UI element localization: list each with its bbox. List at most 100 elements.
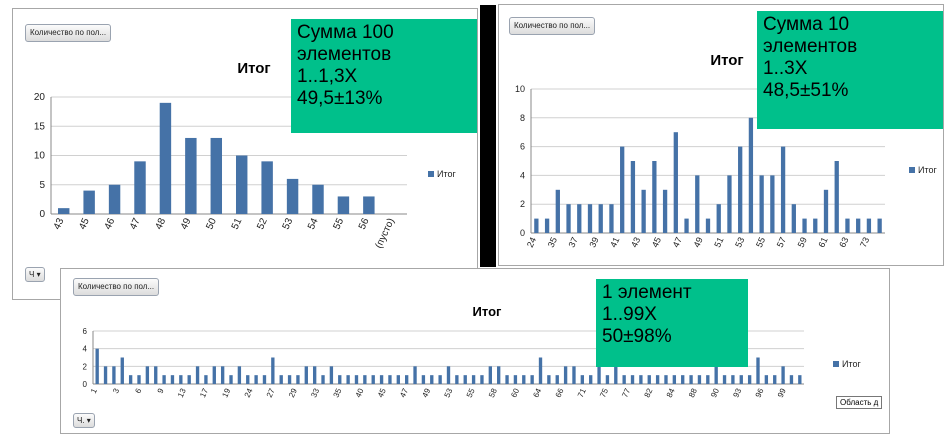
bar: [798, 375, 802, 384]
bar: [727, 175, 732, 233]
bar: [681, 375, 685, 384]
bar: [262, 375, 267, 384]
annotation-line: Сумма 100: [297, 22, 394, 43]
filter-button-1[interactable]: Ч ▾: [25, 267, 45, 282]
bar: [662, 189, 668, 233]
annotation-line: 1 элемент: [602, 282, 692, 303]
y-tick-label: 8: [520, 113, 525, 123]
bar: [534, 218, 539, 233]
x-tick-label: 50: [204, 216, 219, 231]
bar: [739, 375, 743, 384]
y-tick-label: 2: [83, 362, 88, 371]
bar: [756, 357, 760, 384]
chart-panel-3[interactable]: Количество по пол... 0 2 4 6 1 3 6 9 13 17 19 24 27 2…: [60, 268, 890, 434]
divider-vertical: [480, 5, 496, 267]
bar: [505, 375, 509, 384]
bar: [108, 184, 121, 214]
annotation-line: 1..1,3X: [297, 66, 358, 87]
x-tick-label: 6: [133, 387, 143, 395]
filter-button-3-label: Ч.: [77, 416, 85, 425]
x-tick-label: 66: [554, 387, 566, 399]
annotation-line: 50±98%: [602, 326, 672, 347]
y-tick-label: 6: [520, 142, 525, 152]
field-button-1[interactable]: Количество по пол...: [25, 24, 112, 42]
bar: [587, 204, 593, 233]
x-tick-label: (пусто): [374, 217, 397, 251]
bar: [438, 375, 442, 384]
field-button-3[interactable]: Количество по пол...: [73, 278, 160, 296]
chart-title: Итог: [237, 60, 270, 77]
bar: [759, 175, 764, 233]
bar: [706, 375, 710, 384]
x-tick-label: 60: [509, 387, 521, 399]
bar: [446, 366, 451, 384]
bar: [544, 218, 550, 233]
bar: [823, 189, 829, 233]
bar: [388, 375, 392, 384]
x-tick-label: 24: [525, 236, 538, 249]
bar: [630, 161, 636, 233]
x-tick-label: 93: [731, 387, 743, 399]
bar: [179, 375, 183, 384]
bar: [246, 375, 250, 384]
bar: [134, 161, 146, 214]
bar: [641, 189, 646, 233]
legend-label: Итог: [918, 165, 937, 175]
annotation-box-1: Сумма 100 элементов 1..1,3X 49,5±13%: [291, 19, 477, 133]
chevron-down-icon: ▾: [86, 416, 91, 425]
x-tick-label: 53: [281, 216, 296, 231]
x-tick-label: 1: [89, 387, 99, 395]
x-tick-label: 63: [837, 236, 850, 249]
bar: [845, 218, 850, 233]
legend-label: Итог: [437, 169, 456, 179]
legend-label: Итог: [842, 359, 861, 369]
chart-title: Итог: [473, 304, 502, 319]
bar: [589, 375, 593, 384]
bar: [555, 189, 560, 233]
bar: [684, 218, 689, 233]
bar: [421, 375, 426, 384]
y-tick-label: 0: [520, 228, 525, 238]
x-tick-label: 40: [354, 387, 366, 399]
annotation-box-2: Сумма 10 элементов 1..3X 48,5±51%: [757, 11, 943, 129]
bar: [695, 175, 700, 233]
annotation-line: 1..3X: [763, 58, 808, 79]
bar: [229, 375, 233, 384]
bar: [513, 375, 518, 384]
filter-button-3[interactable]: Ч. ▾: [73, 413, 95, 428]
x-tick-label: 3: [111, 387, 121, 395]
x-tick-label: 39: [587, 236, 600, 249]
x-tick-label: 41: [608, 236, 621, 249]
chart-panel-2[interactable]: Количество по пол... 0 2 4 6 8 10 24 35 37 39 41 43…: [498, 4, 944, 266]
chart-panel-1[interactable]: Количество по пол... 0 5 10 15 20 43 45 46 47 48 4…: [12, 8, 478, 300]
bar: [714, 366, 718, 384]
y-tick-label: 0: [39, 209, 45, 220]
x-tick-label: 53: [733, 236, 746, 249]
x-tick-label: 45: [650, 236, 663, 249]
bar: [856, 218, 861, 233]
annotation-line: 1..99X: [602, 304, 657, 325]
bar: [652, 161, 657, 233]
x-tick-label: 43: [629, 236, 642, 249]
x-tick-label: 75: [598, 387, 610, 399]
bar: [279, 375, 283, 384]
bar: [83, 190, 95, 214]
bar: [271, 357, 275, 384]
bar: [877, 218, 882, 233]
bar: [346, 375, 350, 384]
x-tick-label: 45: [376, 387, 388, 399]
x-tick-label: 61: [816, 236, 829, 249]
bar: [577, 204, 582, 233]
bar: [813, 218, 818, 233]
field-button-2[interactable]: Количество по пол...: [509, 17, 596, 35]
x-tick-label: 96: [754, 387, 766, 399]
bar: [722, 375, 727, 384]
x-tick-label: 56: [357, 216, 372, 231]
bar: [170, 375, 175, 384]
bar: [705, 218, 711, 233]
bar: [748, 117, 754, 233]
x-tick-label: 55: [465, 387, 477, 399]
bar: [609, 204, 614, 233]
x-tick-label: 55: [331, 216, 346, 231]
